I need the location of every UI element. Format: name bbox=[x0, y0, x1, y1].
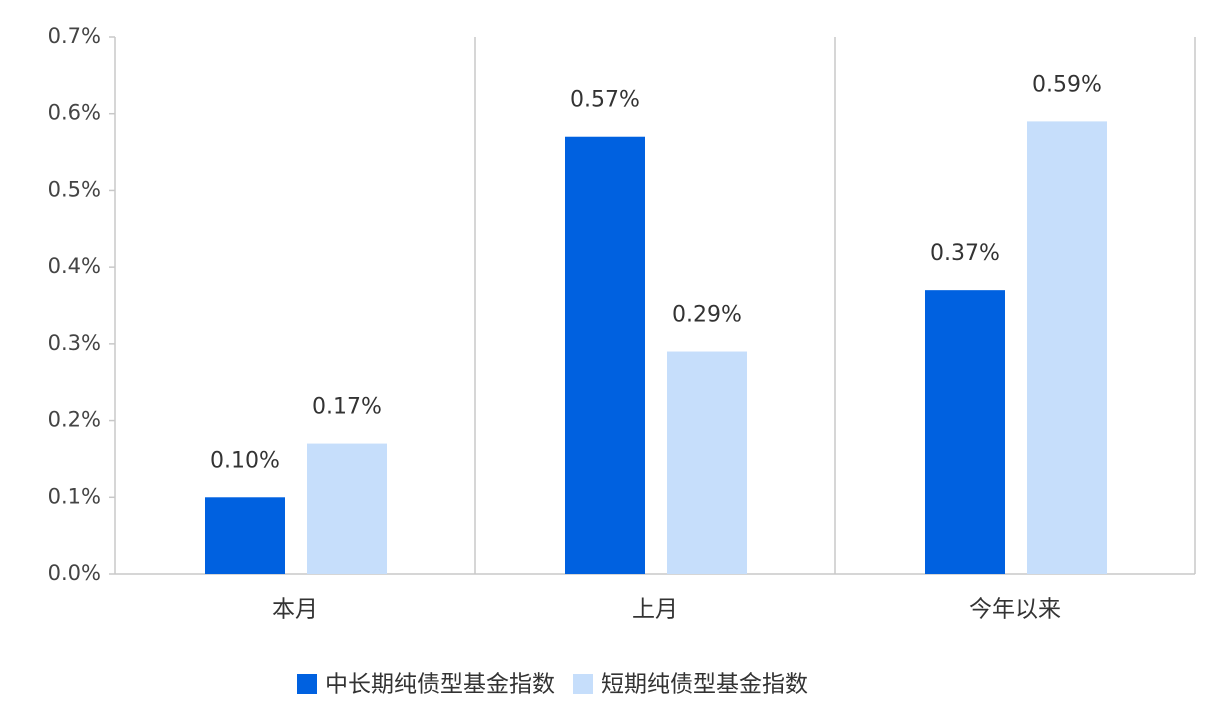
value-label: 0.17% bbox=[312, 395, 382, 420]
y-tick-label: 0.0% bbox=[48, 561, 101, 585]
bar bbox=[925, 290, 1005, 574]
y-tick-label: 0.7% bbox=[48, 24, 101, 48]
x-tick-label: 上月 bbox=[632, 597, 678, 623]
legend-label: 短期纯债型基金指数 bbox=[601, 672, 808, 698]
legend-label: 中长期纯债型基金指数 bbox=[325, 672, 555, 698]
bar bbox=[667, 351, 747, 574]
bar bbox=[205, 497, 285, 574]
bar bbox=[1027, 121, 1107, 574]
x-tick-label: 今年以来 bbox=[969, 597, 1061, 623]
y-tick-label: 0.3% bbox=[48, 331, 101, 355]
value-label: 0.37% bbox=[930, 241, 1000, 266]
x-tick-label: 本月 bbox=[272, 597, 318, 623]
y-tick-label: 0.1% bbox=[48, 484, 101, 508]
value-label: 0.10% bbox=[210, 448, 280, 473]
value-label: 0.59% bbox=[1032, 72, 1102, 97]
legend-swatch bbox=[297, 674, 317, 694]
value-label: 0.29% bbox=[672, 303, 742, 328]
legend-swatch bbox=[573, 674, 593, 694]
y-tick-label: 0.4% bbox=[48, 254, 101, 278]
frame bbox=[114, 37, 1196, 575]
y-tick-label: 0.2% bbox=[48, 408, 101, 432]
bar bbox=[307, 443, 387, 574]
y-tick-label: 0.5% bbox=[48, 177, 101, 201]
value-label: 0.57% bbox=[570, 88, 640, 113]
bar bbox=[565, 136, 645, 574]
y-tick-label: 0.6% bbox=[48, 101, 101, 125]
